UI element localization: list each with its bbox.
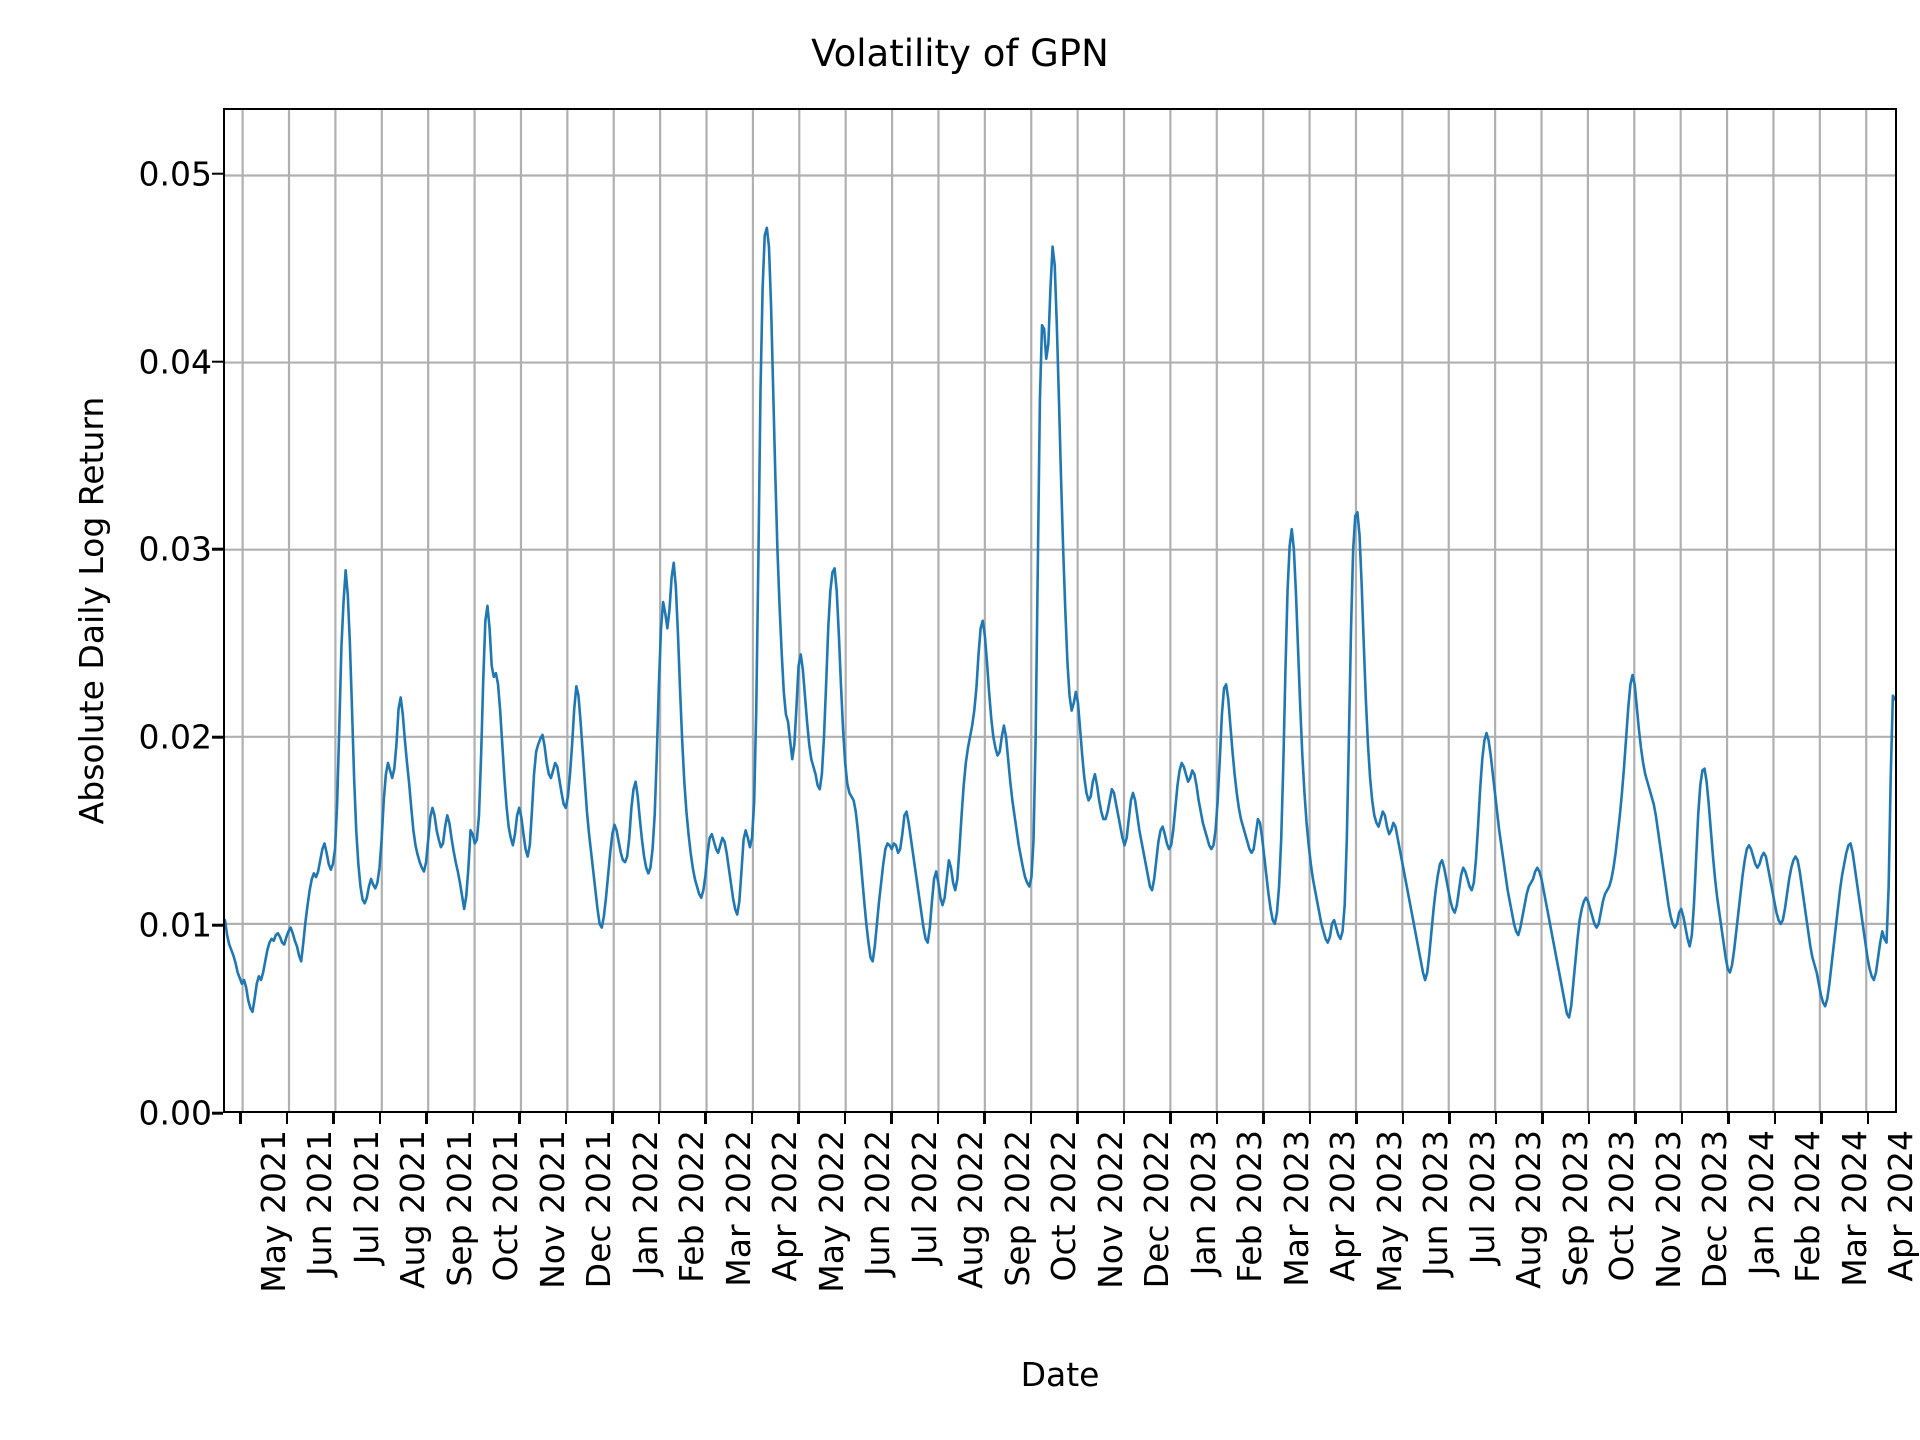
x-tick-mark	[471, 1113, 475, 1124]
x-tick-label: May 2022	[811, 1130, 851, 1293]
x-tick-mark	[564, 1113, 568, 1124]
x-tick-label: Mar 2022	[718, 1130, 758, 1287]
x-tick-label: Jan 2024	[1741, 1130, 1781, 1276]
x-tick-mark	[1773, 1113, 1777, 1124]
x-tick-label: Dec 2022	[1137, 1130, 1177, 1289]
x-tick-mark	[1355, 1113, 1358, 1124]
x-tick-label: Apr 2022	[765, 1130, 805, 1282]
y-tick-label: 0.00	[138, 1093, 212, 1133]
x-tick-label: Oct 2022	[1044, 1130, 1084, 1282]
y-tick-label: 0.02	[138, 717, 212, 757]
x-tick-label: Apr 2024	[1881, 1130, 1920, 1282]
y-tick-label: 0.04	[138, 342, 212, 382]
x-tick-mark	[936, 1113, 940, 1124]
x-tick-label: Dec 2021	[579, 1130, 619, 1289]
x-tick-label: May 2023	[1369, 1130, 1409, 1293]
x-tick-label: Oct 2021	[486, 1130, 526, 1282]
x-tick-label: Jan 2023	[1183, 1130, 1223, 1276]
x-tick-label: Jul 2021	[346, 1130, 386, 1265]
x-tick-label: Aug 2021	[393, 1130, 433, 1289]
x-tick-mark	[750, 1113, 754, 1124]
x-tick-mark	[1866, 1113, 1870, 1124]
x-tick-mark	[332, 1113, 335, 1124]
volatility-line-series	[225, 110, 1895, 1111]
y-tick-mark	[212, 548, 223, 551]
x-tick-label: Jun 2021	[300, 1130, 340, 1277]
x-tick-label: Sep 2022	[997, 1130, 1037, 1287]
x-tick-label: Aug 2023	[1509, 1130, 1549, 1289]
x-tick-label: Jan 2022	[625, 1130, 665, 1276]
x-tick-mark	[1169, 1113, 1172, 1124]
x-tick-label: Apr 2023	[1323, 1130, 1363, 1282]
x-tick-mark	[1122, 1113, 1126, 1124]
x-tick-mark	[378, 1113, 382, 1124]
x-tick-mark	[239, 1113, 242, 1124]
x-tick-mark	[611, 1113, 614, 1124]
x-tick-mark	[704, 1113, 707, 1124]
x-tick-label: Dec 2023	[1695, 1130, 1735, 1289]
y-tick-label: 0.03	[138, 529, 212, 569]
x-tick-label: Jul 2022	[904, 1130, 944, 1265]
x-tick-label: Mar 2024	[1834, 1130, 1874, 1287]
x-tick-mark	[797, 1113, 800, 1124]
x-tick-label: Nov 2022	[1090, 1130, 1130, 1289]
y-tick-mark	[212, 1111, 223, 1115]
x-tick-label: Jul 2023	[1462, 1130, 1502, 1265]
y-tick-mark	[212, 172, 223, 176]
x-tick-label: Sep 2023	[1555, 1130, 1595, 1287]
y-tick-mark	[212, 923, 223, 927]
y-tick-mark	[212, 360, 223, 363]
x-tick-mark	[518, 1113, 521, 1124]
x-tick-label: Jun 2023	[1416, 1130, 1456, 1277]
x-tick-mark	[1401, 1113, 1405, 1124]
x-axis-label: Date	[1020, 1355, 1100, 1394]
grid-lines	[225, 110, 1895, 1111]
x-tick-label: Mar 2023	[1276, 1130, 1316, 1287]
plot-area	[223, 108, 1897, 1113]
x-tick-mark	[890, 1113, 893, 1124]
x-tick-label: Nov 2023	[1648, 1130, 1688, 1289]
x-tick-mark	[1308, 1113, 1312, 1124]
x-tick-label: Sep 2021	[439, 1130, 479, 1287]
y-tick-label: 0.01	[138, 905, 212, 945]
x-tick-mark	[1215, 1113, 1219, 1124]
x-tick-label: Jun 2022	[858, 1130, 898, 1277]
x-tick-mark	[1448, 1113, 1451, 1124]
x-tick-label: May 2021	[253, 1130, 293, 1293]
x-tick-label: Aug 2022	[951, 1130, 991, 1289]
x-tick-label: Feb 2022	[672, 1130, 712, 1283]
x-tick-mark	[1587, 1113, 1591, 1124]
x-tick-mark	[1541, 1113, 1544, 1124]
x-tick-label: Feb 2024	[1788, 1130, 1828, 1283]
x-tick-mark	[425, 1113, 428, 1124]
x-tick-label: Nov 2021	[532, 1130, 572, 1289]
x-tick-mark	[1494, 1113, 1498, 1124]
x-tick-mark	[1680, 1113, 1684, 1124]
y-axis-label: Absolute Daily Log Return	[72, 396, 111, 825]
x-tick-mark	[983, 1113, 986, 1124]
x-tick-mark	[285, 1113, 289, 1124]
chart-title: Volatility of GPN	[811, 32, 1109, 75]
x-tick-label: Feb 2023	[1230, 1130, 1270, 1283]
x-tick-mark	[843, 1113, 847, 1124]
x-tick-mark	[657, 1113, 661, 1124]
x-tick-mark	[1634, 1113, 1637, 1124]
y-tick-mark	[212, 736, 223, 739]
y-tick-label: 0.05	[138, 154, 212, 194]
x-tick-mark	[1076, 1113, 1079, 1124]
x-tick-label: Oct 2023	[1602, 1130, 1642, 1282]
x-tick-mark	[1820, 1113, 1823, 1124]
x-tick-mark	[1029, 1113, 1033, 1124]
x-tick-mark	[1262, 1113, 1265, 1124]
x-tick-mark	[1727, 1113, 1730, 1124]
